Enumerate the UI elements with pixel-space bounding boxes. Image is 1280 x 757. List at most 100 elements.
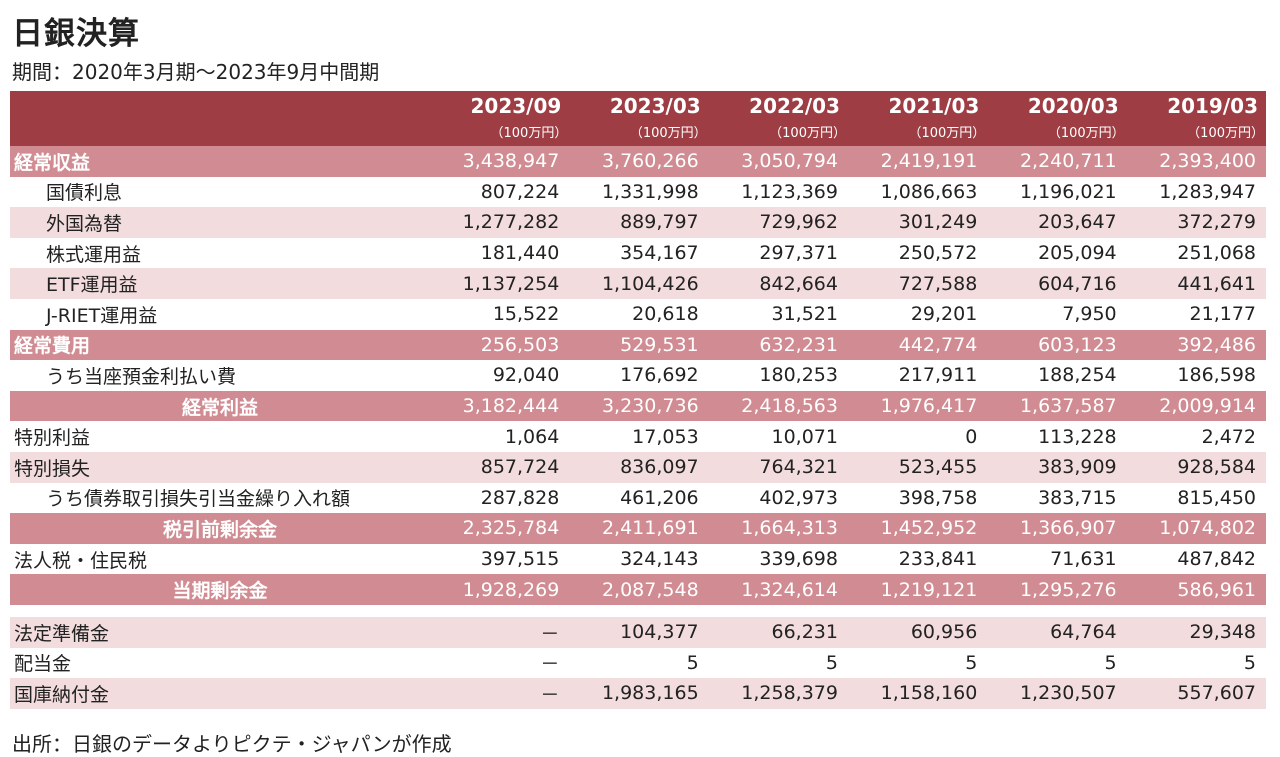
cell-value: 180,253 (708, 360, 848, 391)
source-note: 出所：日銀のデータよりピクテ・ジャパンが作成 (12, 732, 452, 756)
table-row: 特別損失 857,724 836,097 764,321 523,455 383… (10, 451, 1266, 483)
unit-label: （100万円） (1047, 126, 1125, 141)
cell-value: 1,064 (430, 421, 570, 452)
column-header-year: 2021/03 (888, 94, 980, 118)
unit-label: （100万円） (1187, 126, 1264, 141)
column-header: 2021/03 （100万円） (847, 91, 988, 146)
cell-value: 2,087,548 (569, 574, 709, 605)
cell-value: 186,598 (1126, 360, 1266, 391)
row-label: 国債利息 (10, 176, 430, 208)
cell-value: 1,258,379 (708, 678, 848, 709)
cell-value: 5 (569, 647, 709, 679)
cell-value: 383,909 (987, 451, 1127, 483)
cell-value: 2,240,711 (987, 146, 1127, 177)
cell-value: 1,324,614 (708, 574, 848, 605)
row-label: うち当座預金利払い費 (10, 360, 430, 391)
row-label: 経常収益 (10, 146, 430, 177)
cell-value: 113,228 (987, 421, 1127, 452)
row-label: 経常費用 (10, 329, 430, 361)
cell-value: 5 (987, 647, 1127, 679)
cell-value: 392,486 (1126, 329, 1266, 361)
column-header-year: 2023/09 (470, 94, 562, 118)
row-label: 外国為替 (10, 207, 430, 238)
cell-value: 3,760,266 (569, 146, 709, 177)
cell-value: 324,143 (569, 543, 709, 575)
cell-value: 203,647 (987, 207, 1127, 238)
cell-value: 301,249 (847, 207, 988, 238)
cell-value: － (430, 647, 570, 679)
cell-value: 31,521 (708, 298, 848, 330)
cell-value: 2,472 (1126, 421, 1266, 452)
period-subtitle: 期間：2020年3月期～2023年9月中間期 (12, 60, 380, 84)
row-label: 国庫納付金 (10, 678, 430, 709)
cell-value: 383,715 (987, 482, 1127, 514)
cell-value: 2,419,191 (847, 146, 988, 177)
column-header-year: 2020/03 (1027, 94, 1119, 118)
cell-value: 251,068 (1126, 237, 1266, 269)
table-row: ETF運用益 1,137,254 1,104,426 842,664 727,5… (10, 268, 1266, 299)
table-row: 経常利益 3,182,444 3,230,736 2,418,563 1,976… (10, 390, 1266, 422)
column-header-year: 2023/03 (609, 94, 701, 118)
cell-value: 1,976,417 (847, 390, 988, 422)
cell-value: 3,230,736 (569, 390, 709, 422)
row-label: ETF運用益 (10, 268, 430, 299)
cell-value: 5 (708, 647, 848, 679)
cell-value: 1,928,269 (430, 574, 570, 605)
cell-value: 5 (1126, 647, 1266, 679)
table-row: 税引前剰余金 2,325,784 2,411,691 1,664,313 1,4… (10, 513, 1266, 544)
cell-value: 836,097 (569, 451, 709, 483)
row-label: J-RIET運用益 (10, 298, 430, 330)
cell-value: 104,377 (569, 616, 709, 648)
cell-value: 7,950 (987, 298, 1127, 330)
table-row: 国庫納付金 － 1,983,165 1,258,379 1,158,160 1,… (10, 678, 1266, 709)
table-row: 特別利益 1,064 17,053 10,071 0 113,228 2,472 (10, 421, 1266, 452)
table-row: 経常収益 3,438,947 3,760,266 3,050,794 2,419… (10, 146, 1266, 177)
cell-value: 64,764 (987, 616, 1127, 648)
column-header: 2022/03 （100万円） (708, 91, 848, 146)
table-row: J-RIET運用益 15,522 20,618 31,521 29,201 7,… (10, 298, 1266, 330)
cell-value: 233,841 (847, 543, 988, 575)
cell-value: 15,522 (430, 298, 570, 330)
cell-value: 1,074,802 (1126, 513, 1266, 544)
cell-value: 297,371 (708, 237, 848, 269)
table-row: 法定準備金 － 104,377 66,231 60,956 64,764 29,… (10, 616, 1266, 648)
cell-value: 1,230,507 (987, 678, 1127, 709)
cell-value: 60,956 (847, 616, 988, 648)
cell-value: 586,961 (1126, 574, 1266, 605)
cell-value: 441,641 (1126, 268, 1266, 299)
cell-value: 66,231 (708, 616, 848, 648)
cell-value: 807,224 (430, 176, 570, 208)
cell-value: 1,283,947 (1126, 176, 1266, 208)
column-header: 2023/09 （100万円） (430, 91, 570, 146)
cell-value: 29,348 (1126, 616, 1266, 648)
unit-label: （100万円） (769, 126, 846, 141)
cell-value: 2,411,691 (569, 513, 709, 544)
row-label: 株式運用益 (10, 237, 430, 269)
cell-value: 2,009,914 (1126, 390, 1266, 422)
cell-value: 1,123,369 (708, 176, 848, 208)
row-label: 法人税・住民税 (10, 543, 430, 575)
cell-value: 354,167 (569, 237, 709, 269)
table-spacer (10, 604, 1266, 617)
column-header-year: 2022/03 (749, 94, 840, 118)
cell-value: 402,973 (708, 482, 848, 514)
table-header-row: 2023/09 （100万円） 2023/03 （100万円） 2022/03 （10… (10, 91, 1266, 146)
column-header: 2019/03 （100万円） (1126, 91, 1266, 146)
cell-value: － (430, 616, 570, 648)
cell-value: 1,295,276 (987, 574, 1127, 605)
cell-value: 188,254 (987, 360, 1127, 391)
cell-value: 1,137,254 (430, 268, 570, 299)
cell-value: 928,584 (1126, 451, 1266, 483)
cell-value: 842,664 (708, 268, 848, 299)
cell-value: 1,158,160 (847, 678, 988, 709)
table-row: 配当金 － 5 5 5 5 5 (10, 647, 1266, 679)
unit-label: （100万円） (908, 126, 986, 141)
row-label: 法定準備金 (10, 616, 430, 648)
cell-value: 2,325,784 (430, 513, 570, 544)
cell-value: 2,418,563 (708, 390, 848, 422)
cell-value: 1,664,313 (708, 513, 848, 544)
cell-value: 529,531 (569, 329, 709, 361)
cell-value: 603,123 (987, 329, 1127, 361)
cell-value: 1,219,121 (847, 574, 988, 605)
cell-value: 17,053 (569, 421, 709, 452)
